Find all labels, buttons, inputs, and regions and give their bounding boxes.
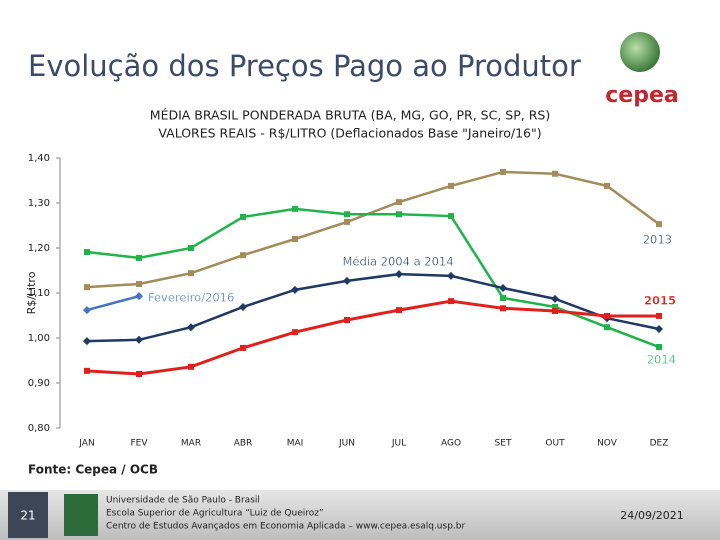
footer-line: Escola Superior de Agricultura “Luiz de … — [106, 509, 324, 519]
x-tick-label: SET — [495, 439, 512, 449]
series-label: 2014 — [647, 353, 676, 367]
x-tick-label: JAN — [78, 439, 94, 449]
point — [188, 245, 194, 251]
point — [83, 306, 91, 315]
y-tick-label: 1,30 — [28, 198, 50, 209]
footer-band — [0, 490, 720, 540]
x-tick-label: MAI — [287, 439, 304, 449]
y-tick-label: 1,20 — [28, 243, 50, 254]
point — [551, 294, 559, 303]
chart-title: MÉDIA BRASIL PONDERADA BRUTA (BA, MG, GO… — [150, 108, 550, 123]
point — [656, 312, 662, 319]
footer-line: Centro de Estudos Avançados em Economia … — [106, 522, 465, 532]
point — [344, 218, 350, 225]
point — [396, 211, 402, 218]
point — [187, 323, 195, 332]
point — [500, 294, 506, 301]
point — [448, 182, 454, 189]
y-axis-label: R$/Litro — [25, 271, 38, 314]
x-tick-label: JUL — [391, 439, 406, 449]
point — [240, 213, 246, 220]
esalq-logo — [64, 494, 98, 536]
series-label: Média 2004 a 2014 — [342, 255, 453, 269]
series-label: 2015 — [644, 294, 676, 308]
point — [500, 168, 506, 175]
y-tick-label: 1,10 — [28, 288, 50, 299]
x-tick-label: JUN — [338, 439, 355, 449]
slide-title: Evolução dos Preços Pago ao Produtor — [28, 49, 581, 83]
page-box — [8, 492, 48, 538]
point — [604, 312, 610, 319]
logo-text: cepea — [605, 83, 678, 108]
x-tick-label: FEV — [130, 439, 148, 449]
point — [656, 221, 662, 228]
x-tick-label: OUT — [545, 439, 565, 449]
point — [239, 302, 247, 311]
point — [552, 170, 558, 177]
point — [84, 367, 90, 374]
point — [136, 254, 142, 261]
point — [604, 182, 610, 189]
point — [656, 344, 662, 350]
point — [292, 205, 298, 212]
point — [447, 271, 455, 280]
point — [135, 292, 143, 301]
series-label: Fevereiro/2016 — [148, 291, 234, 305]
logo-globe — [620, 32, 660, 72]
y-tick-label: 1,00 — [28, 333, 50, 344]
series-label: 2013 — [643, 233, 672, 247]
chart-subtitle: VALORES REAIS - R$/LITRO (Deflacionados … — [158, 126, 541, 141]
x-tick-label: DEZ — [650, 439, 669, 449]
x-tick-label: ABR — [234, 439, 253, 449]
point — [395, 270, 403, 279]
series-line — [86, 272, 660, 343]
point — [448, 298, 454, 305]
y-tick-label: 1,40 — [28, 153, 50, 164]
point — [188, 270, 194, 277]
point — [135, 335, 143, 344]
point — [552, 303, 558, 310]
y-tick-label: 0,80 — [28, 423, 50, 434]
point — [240, 252, 246, 259]
point — [604, 324, 610, 331]
series-line — [86, 294, 140, 312]
x-tick-label: AGO — [441, 439, 461, 449]
point — [240, 344, 246, 351]
footer-date: 24/09/2021 — [620, 509, 683, 522]
page-number: 21 — [20, 509, 35, 523]
x-tick-label: MAR — [181, 439, 201, 449]
source: Fonte: Cepea / OCB — [28, 463, 158, 477]
point — [396, 307, 402, 314]
point — [344, 211, 350, 218]
point — [84, 249, 90, 256]
point — [188, 363, 194, 370]
point — [552, 308, 558, 314]
point — [344, 317, 350, 323]
series-line — [86, 299, 659, 376]
point — [655, 325, 663, 333]
series-line — [86, 170, 660, 289]
x-tick-label: NOV — [597, 439, 618, 449]
point — [499, 284, 507, 293]
footer-line: Universidade de São Paulo - Brasil — [106, 496, 260, 506]
point — [343, 276, 351, 285]
point — [396, 199, 402, 206]
point — [83, 337, 91, 346]
point — [292, 329, 298, 336]
point — [291, 285, 299, 294]
point — [84, 284, 90, 291]
point — [136, 281, 142, 287]
y-tick-label: 0,90 — [28, 378, 50, 389]
point — [448, 213, 454, 220]
point — [500, 305, 506, 312]
point — [136, 371, 142, 377]
point — [292, 236, 298, 242]
